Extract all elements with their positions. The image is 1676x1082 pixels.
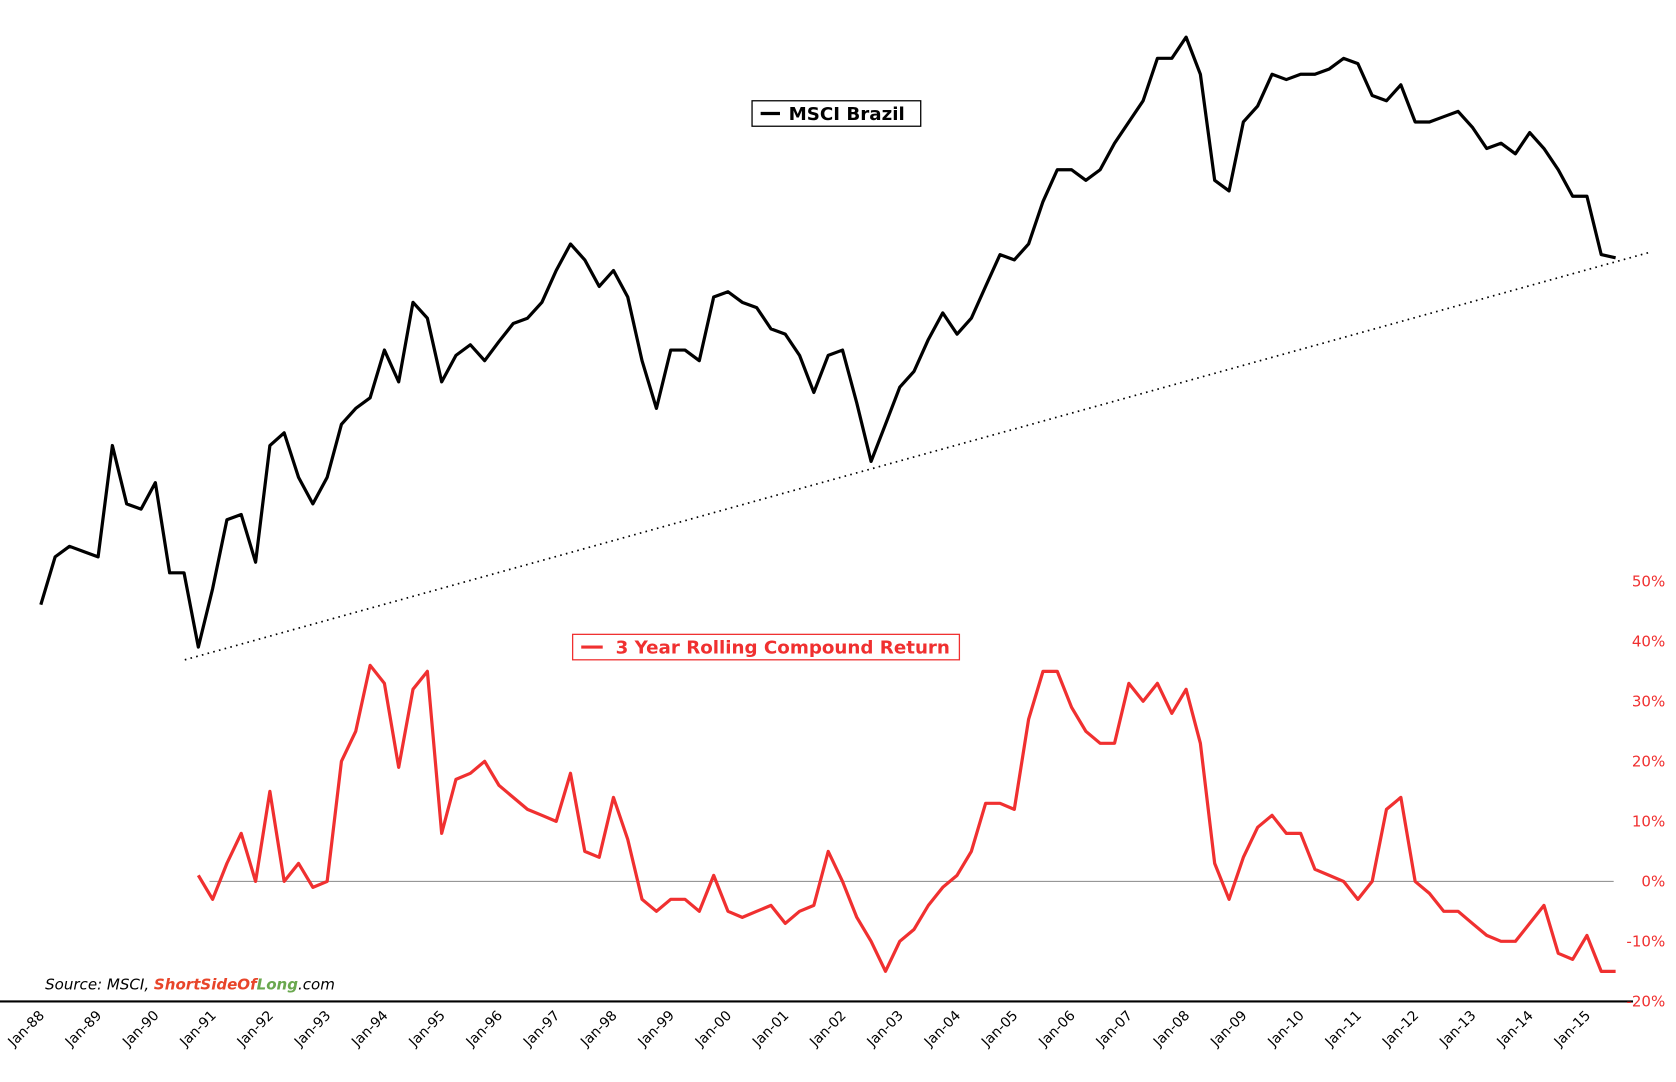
source-text: .com [298,976,335,994]
x-tick-label: Jan-10 [1264,1008,1307,1051]
x-tick-label: Jan-11 [1322,1008,1365,1051]
x-tick-label: Jan-15 [1551,1008,1594,1051]
source-brand: Long [257,976,299,994]
x-tick-label: Jan-91 [176,1008,219,1051]
series-line [39,35,1616,649]
trend-line [184,251,1650,661]
x-tick-label: Jan-02 [806,1008,849,1051]
x-tick-label: Jan-93 [291,1008,334,1051]
source-brand: ShortSideOf [154,976,259,994]
x-tick-label: Jan-05 [978,1008,1021,1051]
y-tick-label: 30% [1632,693,1665,711]
x-tick-label: Jan-12 [1379,1008,1422,1051]
legend-box [751,100,922,127]
x-tick-label: Jan-99 [634,1008,677,1051]
x-tick-label: Jan-88 [5,1008,48,1051]
y-tick-label: 10% [1632,813,1665,831]
x-tick-label: Jan-03 [864,1008,907,1051]
x-tick-label: Jan-08 [1150,1008,1193,1051]
legend-label: MSCI Brazil [789,104,905,125]
y-tick-label: 50% [1632,573,1665,591]
x-tick-label: Jan-92 [234,1008,277,1051]
x-tick-label: Jan-01 [749,1008,792,1051]
x-tick-label: Jan-04 [921,1008,965,1051]
x-tick-label: Jan-98 [577,1008,620,1051]
y-tick-label: 0% [1641,873,1665,891]
legend-red: 3 Year Rolling Compound Return [571,633,961,661]
x-tick-label: Jan-90 [119,1008,162,1051]
x-tick-label: Jan-13 [1436,1008,1479,1051]
legend-black: MSCI Brazil [751,100,922,127]
legend-label: 3 Year Rolling Compound Return [616,638,950,659]
y-tick-label: -10% [1626,933,1665,951]
series-line [196,663,1616,973]
x-tick-label: Jan-09 [1207,1008,1250,1051]
source-note: Source: MSCI, ShortSideOfLong.com [45,976,335,994]
source-text: Source: MSCI, [45,976,154,994]
legend-box [571,633,961,661]
y-tick-label: 40% [1632,633,1665,651]
x-tick-label: Jan-96 [463,1008,506,1051]
x-tick-label: Jan-97 [520,1008,563,1051]
x-tick-label: Jan-06 [1035,1008,1078,1051]
x-tick-label: Jan-14 [1493,1008,1537,1051]
y-tick-label: -20% [1626,993,1665,1011]
x-tick-label: Jan-95 [405,1008,448,1051]
x-tick-label: Jan-89 [62,1008,105,1051]
x-tick-label: Jan-94 [348,1008,392,1051]
x-tick-label: Jan-00 [692,1008,735,1051]
x-tick-label: Jan-07 [1093,1008,1136,1051]
y-tick-label: 20% [1632,753,1665,771]
